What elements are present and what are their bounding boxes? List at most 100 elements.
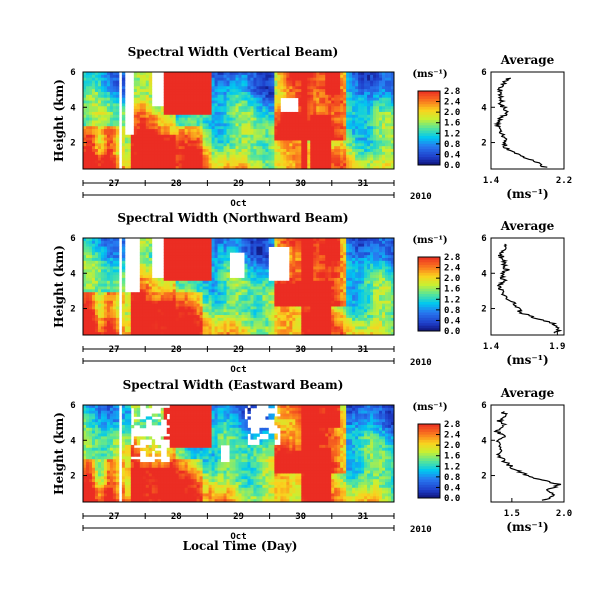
heatmap-cell: [379, 83, 383, 87]
heatmap-cell: [83, 103, 87, 107]
heatmap-cell: [235, 277, 239, 282]
heatmap-cell: [208, 309, 212, 313]
heatmap-cell: [214, 131, 218, 136]
heatmap-cell: [304, 134, 308, 139]
heatmap-cell: [109, 249, 114, 253]
heatmap-cell: [169, 143, 174, 147]
heatmap-cell: [304, 137, 308, 141]
heatmap-cell: [310, 154, 314, 158]
heatmap-cell: [106, 289, 111, 293]
heatmap-cell: [85, 246, 90, 250]
heatmap-cell: [199, 289, 204, 293]
heatmap-cell: [103, 238, 108, 242]
heatmap-cell: [238, 80, 242, 84]
heatmap-cell: [166, 252, 171, 256]
heatmap-cell: [169, 154, 174, 158]
heatmap-cell: [106, 154, 111, 158]
heatmap-cell: [367, 106, 371, 110]
heatmap-cell: [142, 312, 147, 316]
heatmap-cell: [331, 120, 335, 124]
heatmap-cell: [163, 160, 168, 164]
heatmap-cell: [229, 160, 233, 164]
heatmap-cell: [112, 315, 117, 319]
heatmap-cell: [157, 292, 162, 296]
heatmap-cell: [178, 303, 183, 307]
heatmap-cell: [178, 326, 183, 330]
heatmap-cell: [229, 326, 233, 330]
heatmap-cell: [217, 91, 221, 96]
heatmap-cell: [109, 323, 114, 327]
heatmap-cell: [220, 86, 224, 90]
heatmap-cell: [223, 154, 227, 158]
heatmap-cell: [319, 111, 323, 116]
heatmap-cell: [211, 289, 215, 293]
heatmap-cell: [181, 257, 186, 262]
heatmap-cell: [196, 97, 201, 101]
heatmap-cell: [391, 126, 395, 130]
heatmap-cell: [355, 143, 359, 147]
heatmap-cell: [202, 103, 207, 107]
heatmap-cell: [184, 329, 189, 333]
heatmap-cell: [187, 255, 192, 259]
profile-title: Average: [500, 53, 555, 67]
heatmap-cell: [202, 320, 207, 324]
heatmap-cell: [145, 320, 150, 324]
heatmap-cell: [280, 166, 284, 170]
heatmap-cell: [349, 86, 353, 90]
heatmap-cell: [133, 163, 138, 167]
heatmap-cell: [115, 326, 120, 330]
heatmap-cell: [145, 160, 150, 164]
heatmap-cell: [322, 137, 326, 141]
heatmap-cell: [382, 154, 386, 158]
heatmap-cell: [85, 238, 90, 242]
heatmap-cell: [142, 86, 147, 90]
heatmap-cell: [211, 143, 215, 147]
heatmap-cell: [226, 103, 230, 107]
heatmap-cell: [388, 117, 392, 121]
heatmap-cell: [175, 332, 180, 336]
heatmap-cell: [256, 103, 260, 107]
heatmap-cell: [379, 97, 383, 101]
heatmap-cell: [151, 106, 156, 110]
heatmap-cell: [217, 149, 221, 153]
heatmap-cell: [370, 77, 374, 81]
heatmap-cell: [163, 100, 168, 104]
heatmap-cell: [247, 114, 251, 119]
heatmap-cell: [112, 123, 117, 127]
heatmap-cell: [85, 123, 90, 127]
heatmap-cell: [199, 249, 204, 253]
heatmap-cell: [163, 303, 168, 307]
heatmap-cell: [103, 160, 108, 164]
heatmap-cell: [187, 126, 192, 130]
heatmap-cell: [337, 149, 341, 153]
heatmap-cell: [280, 91, 284, 96]
heatmap-cell: [325, 103, 329, 107]
heatmap-cell: [328, 157, 332, 161]
heatmap-cell: [223, 94, 227, 99]
heatmap-cell: [358, 126, 362, 130]
heatmap-cell: [205, 315, 209, 319]
heatmap-cell: [232, 309, 236, 313]
heatmap-cell: [157, 323, 162, 327]
heatmap-cell: [163, 297, 168, 302]
heatmap-cell: [226, 286, 230, 290]
heatmap-cell: [226, 80, 230, 84]
heatmap-cell: [208, 163, 212, 167]
heatmap-cell: [103, 89, 108, 93]
heatmap-cell: [370, 160, 374, 164]
heatmap-cell: [256, 143, 260, 147]
heatmap-cell: [151, 114, 156, 119]
heatmap-cell: [247, 77, 251, 81]
heatmap-cell: [148, 297, 153, 302]
heatmap-cell: [112, 160, 117, 164]
heatmap-cell: [253, 97, 257, 101]
heatmap-cell: [376, 151, 380, 156]
heatmap-cell: [172, 252, 177, 256]
heatmap-cell: [211, 126, 215, 130]
heatmap-cell: [115, 72, 120, 76]
heatmap-cell: [121, 246, 126, 250]
heatmap-cell: [253, 149, 257, 153]
heatmap-cell: [133, 317, 138, 322]
heatmap-cell: [196, 292, 201, 296]
heatmap-cell: [121, 163, 126, 167]
